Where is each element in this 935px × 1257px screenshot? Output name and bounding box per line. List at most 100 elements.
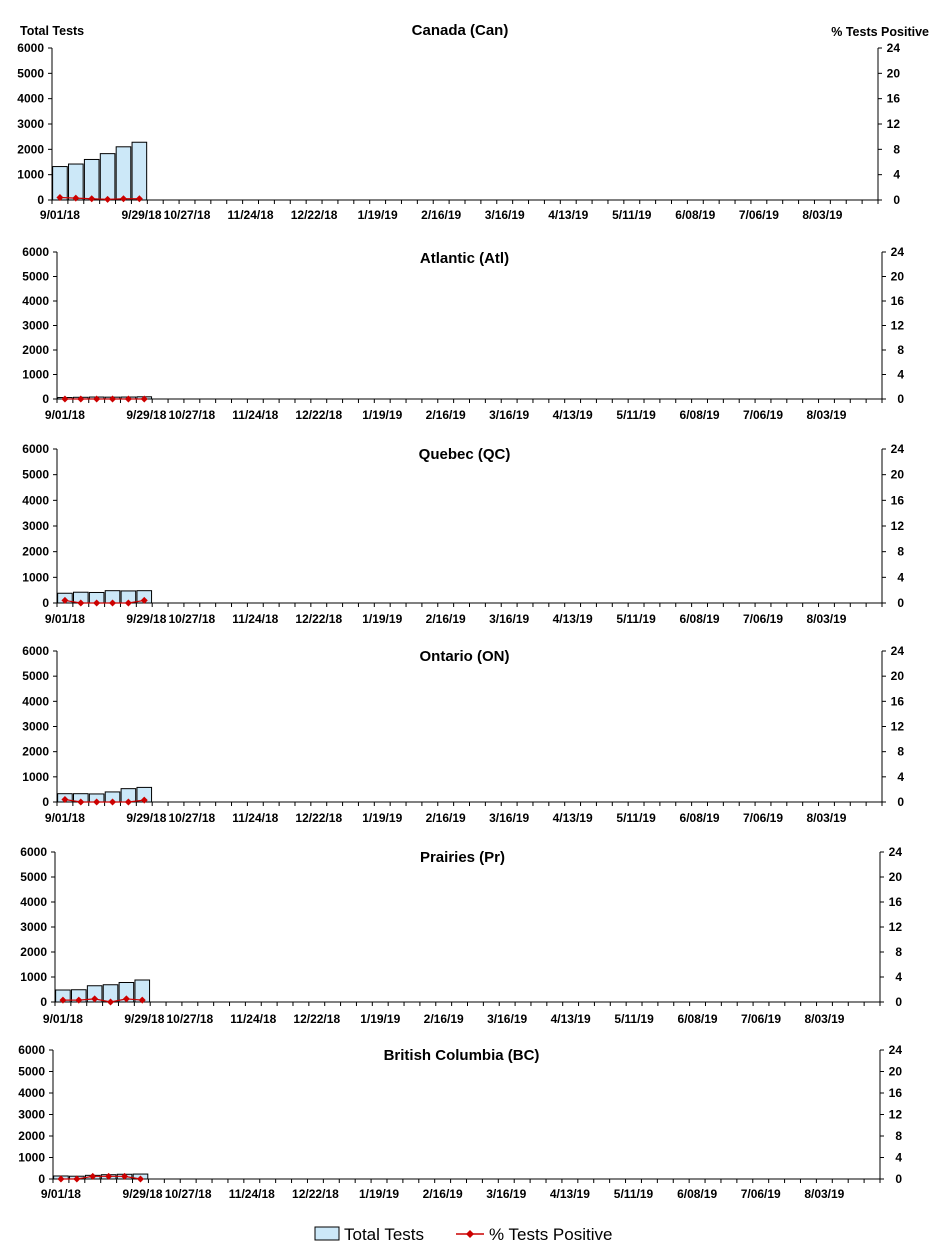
left-tick-label: 0 [37,193,44,207]
left-tick-label: 4000 [22,694,49,708]
x-tick-label: 2/16/19 [426,408,466,422]
right-tick-label: 12 [891,519,905,533]
right-tick-label: 8 [895,945,902,959]
right-tick-label: 8 [897,545,904,559]
x-tick-label: 6/08/19 [680,811,720,825]
left-tick-label: 4000 [22,294,49,308]
x-tick-label: 3/16/19 [489,612,529,626]
marker-pct-positive [59,996,67,1004]
x-tick-label: 9/01/18 [45,811,85,825]
x-tick-label: 6/08/19 [675,208,715,222]
left-tick-label: 0 [40,995,47,1009]
x-tick-label: 7/06/19 [739,208,779,222]
left-tick-label: 1000 [18,1151,45,1165]
left-tick-label: 6000 [22,644,49,658]
right-tick-label: 24 [891,245,905,259]
marker-pct-positive [124,798,132,806]
x-tick-label: 4/13/19 [550,1187,590,1201]
x-tick-label: 2/16/19 [426,612,466,626]
right-tick-label: 12 [889,1108,903,1122]
left-tick-label: 4000 [22,493,49,507]
x-tick-label: 5/11/19 [614,1012,654,1026]
left-tick-label: 6000 [22,245,49,259]
marker-pct-positive [136,1175,144,1183]
x-tick-label: 2/16/19 [426,811,466,825]
right-tick-label: 16 [891,493,905,507]
x-tick-label: 8/03/19 [806,612,846,626]
marker-pct-positive [93,395,101,403]
x-tick-label: 9/29/18 [124,1012,164,1026]
left-tick-label: 0 [38,1172,45,1186]
x-tick-label: 5/11/19 [614,1187,654,1201]
left-tick-label: 2000 [18,1129,45,1143]
panel-title: Canada (Can) [412,22,509,39]
x-tick-label: 5/11/19 [616,811,656,825]
x-tick-label: 9/01/18 [41,1187,81,1201]
x-tick-label: 10/27/18 [168,811,215,825]
left-tick-label: 5000 [20,870,47,884]
x-tick-label: 5/11/19 [616,408,656,422]
left-tick-label: 2000 [22,745,49,759]
legend-bar-label: Total Tests [344,1225,424,1244]
right-tick-label: 8 [895,1129,902,1143]
left-tick-label: 5000 [22,669,49,683]
x-tick-label: 9/01/18 [43,1012,83,1026]
x-tick-label: 12/22/18 [295,408,342,422]
right-tick-label: 16 [889,1086,903,1100]
chart-panel: Prairies (Pr) 0 1000 2000 3000 4000 5000 6000 0 4… [20,845,902,1026]
right-tick-label: 20 [889,1065,903,1079]
x-tick-label: 3/16/19 [486,1187,526,1201]
x-tick-label: 6/08/19 [680,408,720,422]
x-tick-label: 4/13/19 [553,811,593,825]
x-tick-label: 8/03/19 [804,1187,844,1201]
marker-pct-positive [109,395,117,403]
left-tick-label: 6000 [22,442,49,456]
x-tick-label: 6/08/19 [677,1187,717,1201]
left-axis-title: Total Tests [20,24,84,38]
marker-pct-positive [88,195,96,203]
x-tick-label: 4/13/19 [553,408,593,422]
right-tick-label: 8 [893,142,900,156]
chart-panel: Quebec (QC) 0 1000 2000 3000 4000 5000 6000 0 4 8 1… [22,442,904,626]
x-tick-label: 7/06/19 [743,811,783,825]
x-tick-label: 8/03/19 [806,408,846,422]
x-tick-label: 10/27/18 [168,408,215,422]
x-tick-label: 3/16/19 [489,811,529,825]
left-tick-label: 2000 [20,945,47,959]
right-tick-label: 8 [897,745,904,759]
marker-pct-positive [119,195,127,203]
x-tick-label: 1/19/19 [362,408,402,422]
x-tick-label: 9/29/18 [126,612,166,626]
left-tick-label: 2000 [17,142,44,156]
right-tick-label: 16 [891,294,905,308]
marker-pct-positive [61,596,69,604]
x-tick-label: 9/01/18 [45,408,85,422]
x-tick-label: 11/24/18 [232,612,278,626]
x-tick-label: 3/16/19 [485,208,525,222]
marker-pct-positive [77,599,85,607]
right-tick-label: 20 [891,468,905,482]
right-tick-label: 0 [893,193,900,207]
right-tick-label: 20 [887,66,901,80]
x-tick-label: 10/27/18 [166,1012,213,1026]
x-tick-label: 12/22/18 [295,612,342,626]
left-tick-label: 4000 [20,895,47,909]
x-tick-label: 8/03/19 [806,811,846,825]
right-tick-label: 0 [897,795,904,809]
right-tick-label: 0 [897,392,904,406]
left-tick-label: 2000 [22,545,49,559]
left-tick-label: 6000 [17,41,44,55]
marker-pct-positive [57,1175,65,1183]
marker-pct-positive [124,599,132,607]
marker-pct-positive [122,995,130,1003]
x-tick-label: 3/16/19 [487,1012,527,1026]
x-tick-label: 2/16/19 [423,1187,463,1201]
panel-title: British Columbia (BC) [384,1047,540,1064]
right-tick-label: 24 [891,442,905,456]
x-tick-label: 4/13/19 [553,612,593,626]
x-tick-label: 9/29/18 [126,811,166,825]
left-tick-label: 0 [42,596,49,610]
left-tick-label: 1000 [22,770,49,784]
marker-pct-positive [140,395,148,403]
marker-pct-positive [138,996,146,1004]
